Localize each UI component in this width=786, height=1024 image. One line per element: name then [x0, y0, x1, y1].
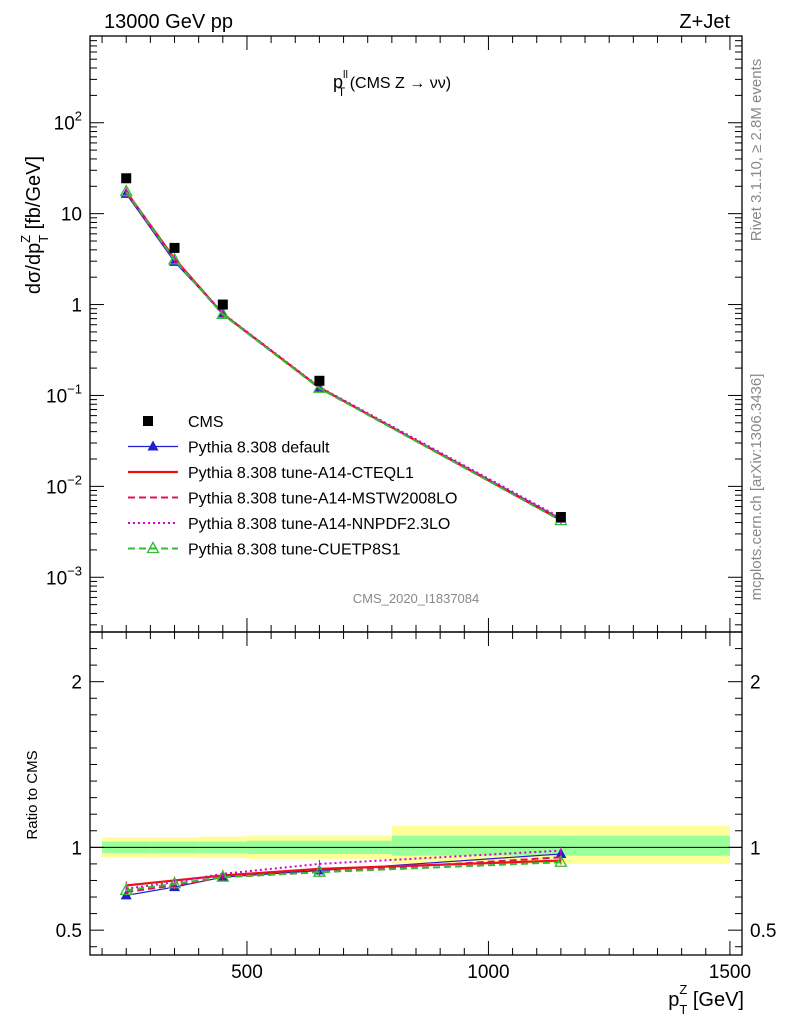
main-y-tick-label: 10 — [61, 205, 82, 226]
main-y-tick-label: 10−3 — [46, 563, 82, 589]
ratio-y-tick-label-left: 0.5 — [56, 921, 82, 942]
ratio-y-tick-label-right: 1 — [750, 838, 761, 859]
ratio-y-tick-label-left: 2 — [71, 673, 82, 694]
ratio-series-point — [119, 883, 133, 896]
ratio-y-tick-label-right: 2 — [750, 673, 761, 694]
ratio-series-point — [554, 854, 568, 867]
ratio-band-green — [391, 835, 730, 856]
main-series-point — [167, 252, 182, 265]
legend-cms-marker — [143, 416, 153, 426]
x-axis-label: pTZ [GeV] — [668, 982, 744, 1017]
analysis-watermark: CMS_2020_I1837084 — [353, 591, 480, 606]
main-y-axis-label: dσ/dpTZ [fb/GeV] — [18, 156, 51, 294]
ratio-series-line — [126, 861, 561, 892]
main-y-tick-label: 10−1 — [46, 381, 82, 407]
ratio-frame-border — [89, 631, 743, 956]
legend-label: Pythia 8.308 tune-CUETP8S1 — [188, 542, 401, 559]
main-y-tick-label: 10−2 — [46, 472, 82, 498]
main-series-point — [119, 184, 133, 197]
x-tick-label: 1000 — [467, 962, 509, 983]
ratio-series-point — [167, 876, 182, 889]
main-series-point — [312, 380, 327, 393]
ratio-y-tick-label-right: 0.5 — [750, 921, 776, 942]
main-y-tick-label: 102 — [54, 109, 82, 135]
ratio-series-line — [126, 856, 561, 894]
legend-marker — [146, 541, 160, 554]
legend-label: Pythia 8.308 tune-A14-CTEQL1 — [188, 465, 414, 482]
mcplots-label: mcplots.cern.ch [arXiv:1306.3436] — [748, 374, 765, 601]
x-tick-label: 500 — [231, 962, 263, 983]
main-series-point — [216, 307, 230, 320]
header-left: 13000 GeV pp — [104, 11, 233, 33]
legend: CMS Pythia 8.308 default Pythia 8.308 tune… — [128, 414, 457, 559]
cms-data-point — [121, 173, 132, 184]
header-right: Z+Jet — [679, 11, 730, 33]
cms-data-point — [314, 375, 325, 386]
legend-label: Pythia 8.308 tune-A14-NNPDF2.3LO — [188, 516, 450, 533]
main-y-tick-label: 1 — [71, 296, 82, 317]
legend-cms-label: CMS — [188, 414, 224, 431]
main-panel-frame: 10−3 10−2 10−1 1 10 102 — [46, 35, 743, 633]
cms-data-point — [217, 299, 228, 310]
ratio-series-point — [216, 869, 230, 882]
ratio-y-axis-label: Ratio to CMS — [24, 750, 41, 839]
legend-label: Pythia 8.308 default — [188, 440, 330, 457]
ratio-series-point — [312, 864, 327, 877]
ratio-series — [119, 846, 568, 900]
cms-data-point — [169, 242, 180, 253]
x-tick-label: 1500 — [709, 962, 751, 983]
main-series-line — [125, 190, 562, 522]
rivet-version-label: Rivet 3.1.10, ≥ 2.8M events — [748, 59, 765, 242]
ratio-panel-frame: 0.5 0.5 1 1 2 2 500 1000 1500 — [56, 631, 776, 983]
plot-title: pll T (CMS Z → νν) — [333, 69, 451, 99]
main-series — [119, 173, 568, 526]
ratio-series-line — [126, 849, 561, 890]
cms-data-point — [555, 512, 566, 523]
ratio-y-tick-label-left: 1 — [71, 838, 82, 859]
legend-label: Pythia 8.308 tune-A14-MSTW2008LO — [188, 491, 457, 508]
legend-marker — [147, 440, 159, 451]
